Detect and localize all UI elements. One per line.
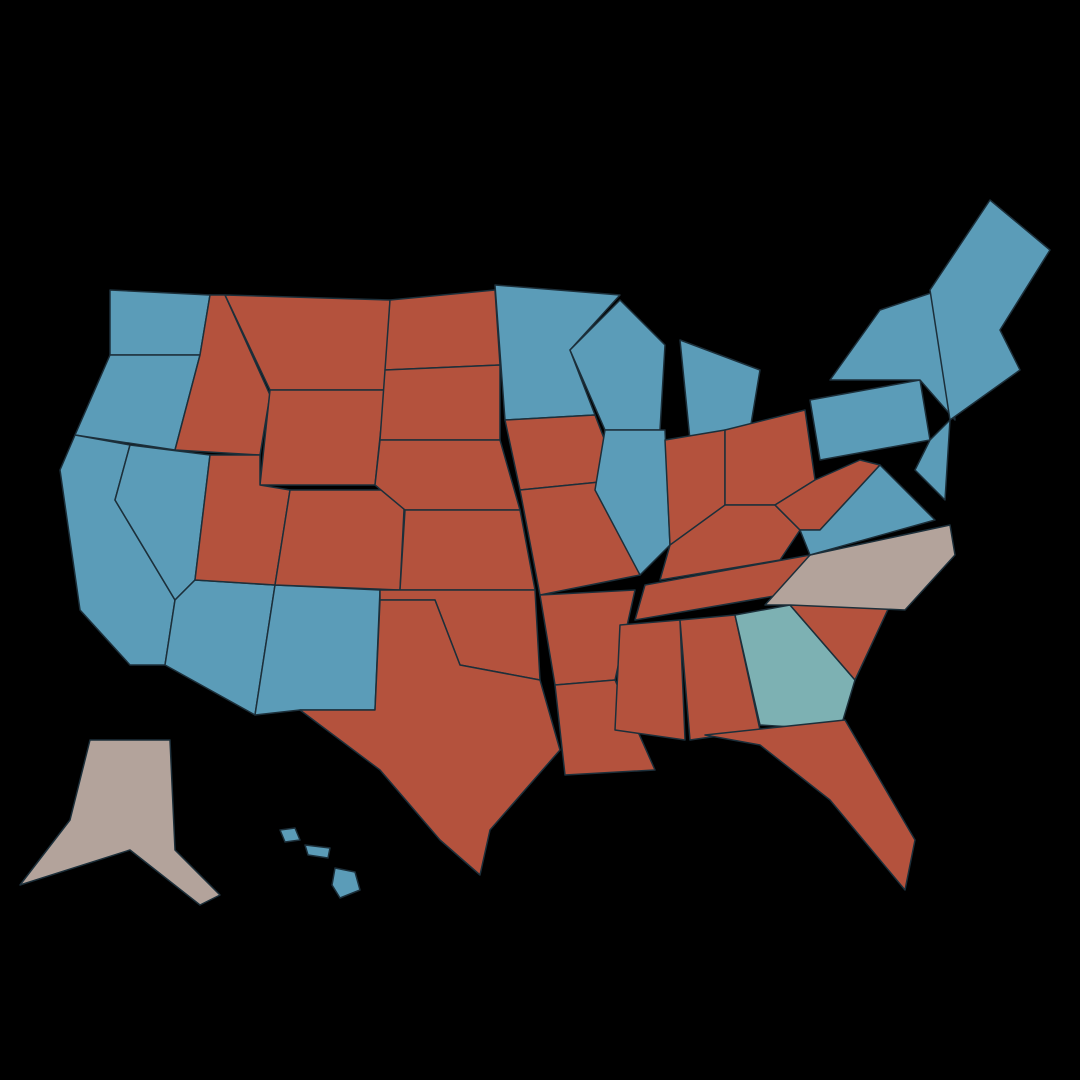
state <box>614 619 686 741</box>
state <box>734 604 856 731</box>
state <box>384 289 501 371</box>
state <box>799 464 936 556</box>
state <box>331 867 361 899</box>
state <box>299 599 561 876</box>
state <box>109 289 211 356</box>
state <box>279 827 301 843</box>
state <box>304 844 331 859</box>
state <box>254 584 381 716</box>
state <box>594 429 671 576</box>
state <box>19 739 221 906</box>
state <box>259 389 386 486</box>
state <box>374 439 521 511</box>
states <box>19 199 1051 906</box>
state <box>399 509 536 591</box>
state <box>274 489 406 591</box>
state <box>764 524 956 611</box>
state <box>554 679 656 776</box>
state <box>704 719 916 891</box>
state <box>914 419 951 501</box>
state <box>379 364 501 441</box>
state <box>494 284 621 421</box>
state <box>569 299 666 431</box>
